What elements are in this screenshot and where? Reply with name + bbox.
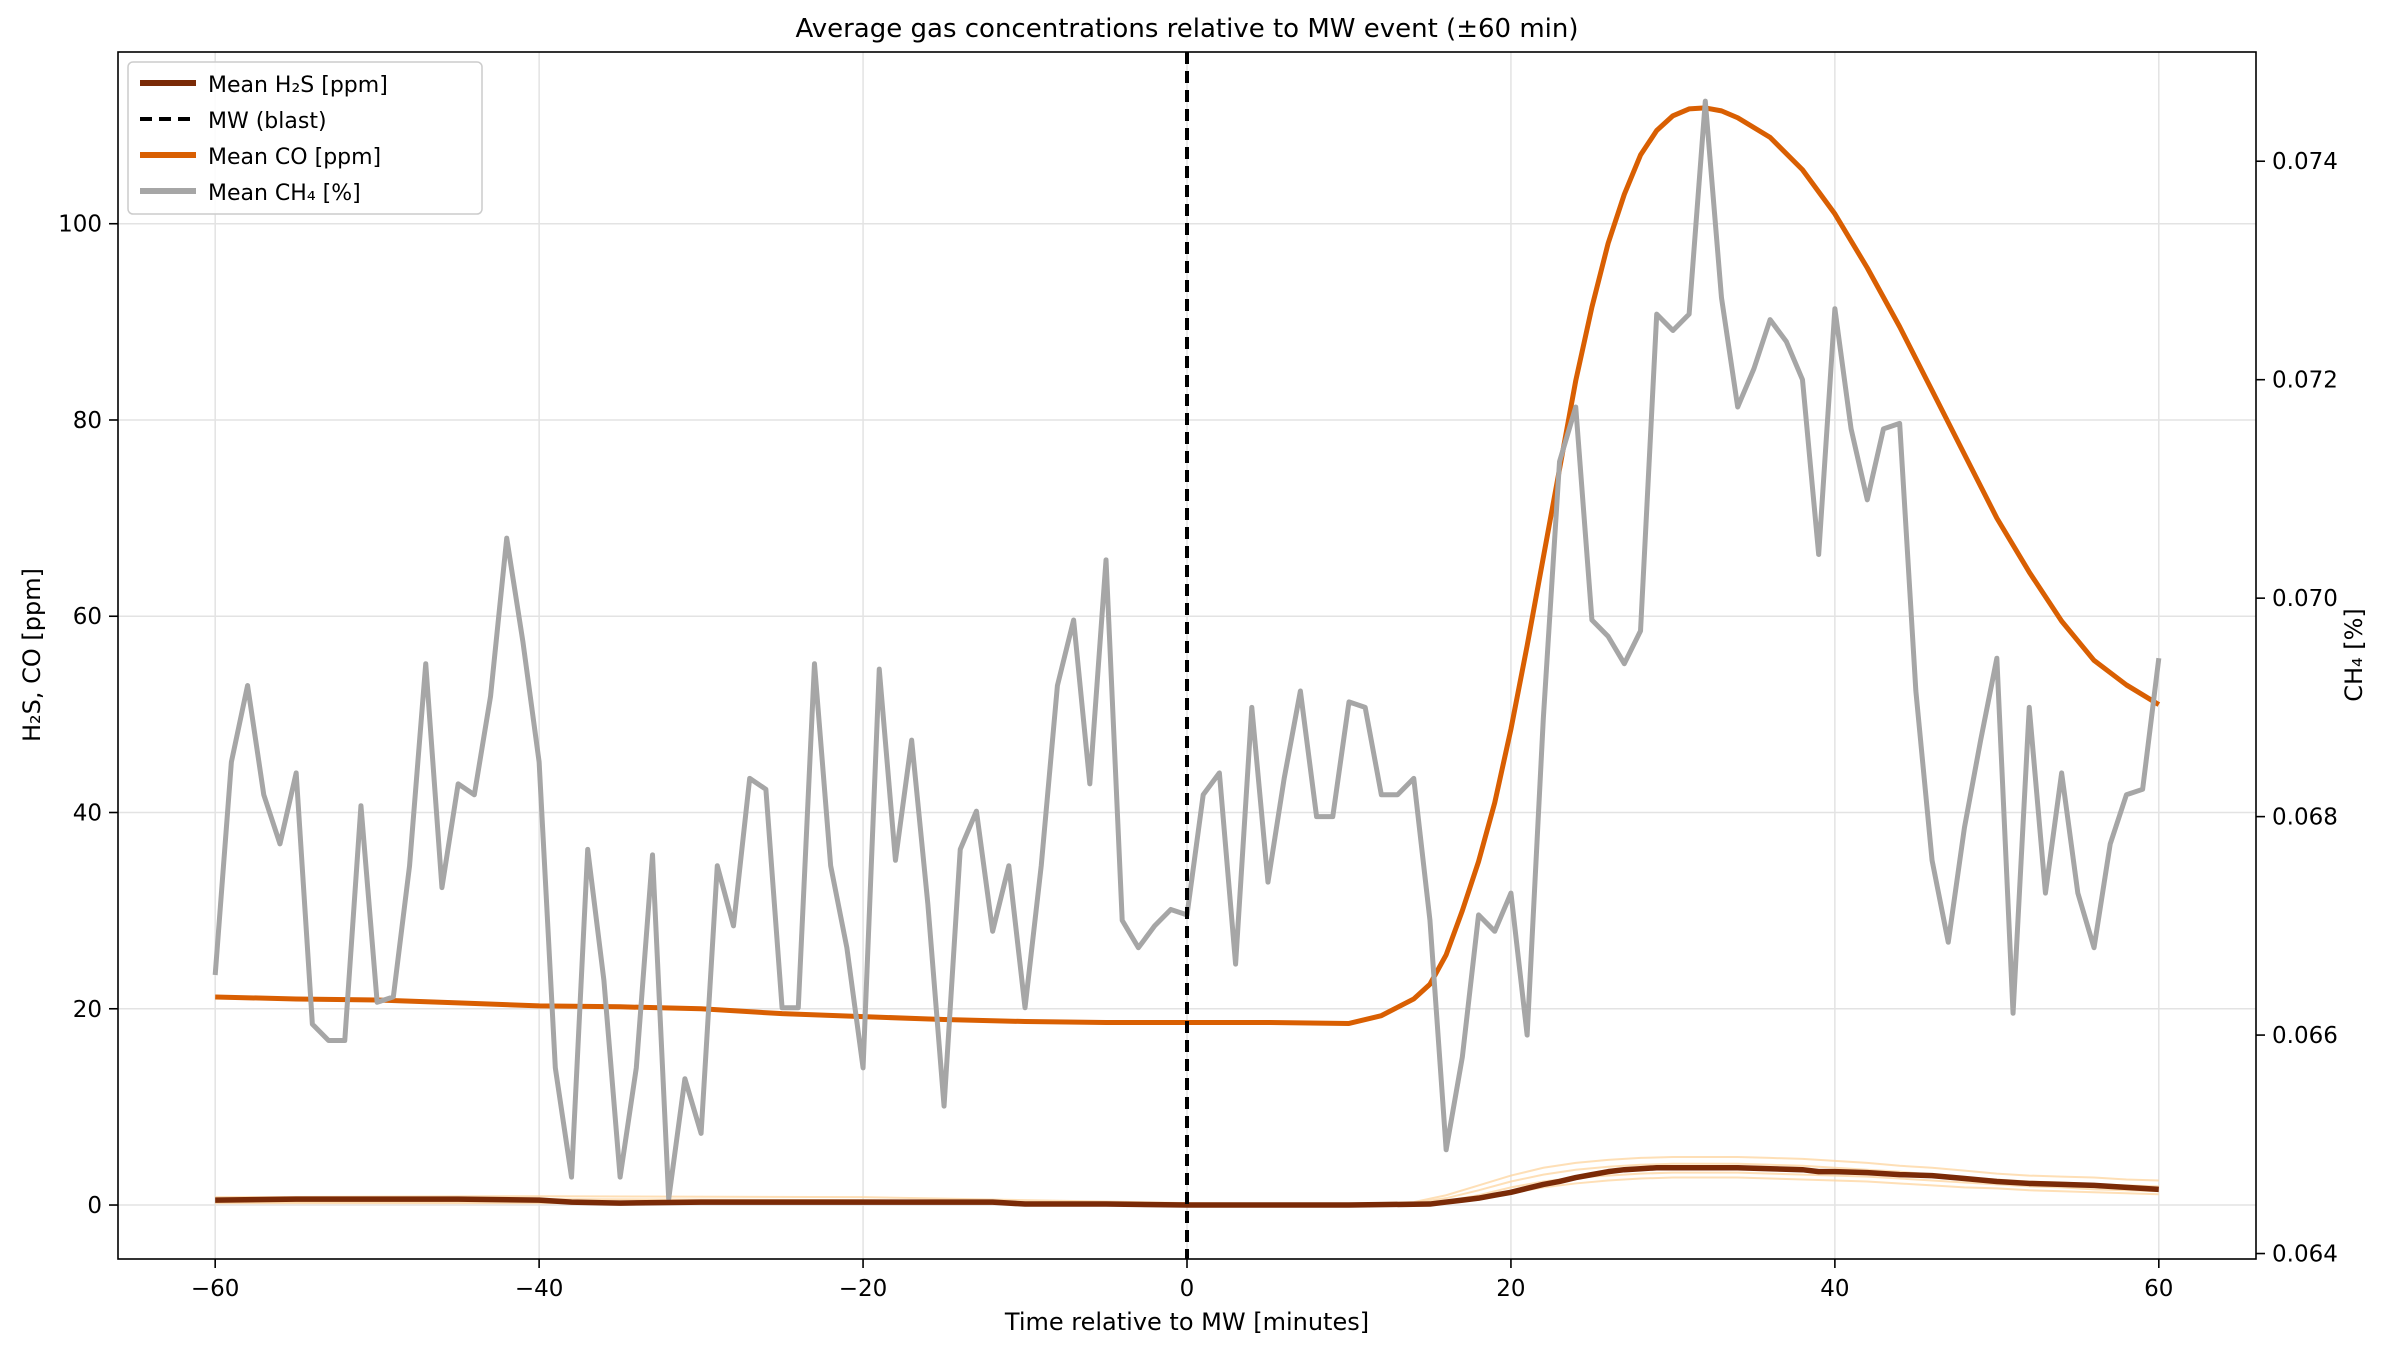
x-tick-label: −60	[191, 1276, 240, 1302]
series-line-h2s	[215, 1164, 2159, 1208]
axis-layer: −60 −40 −20 0 20 40 60 0 20 40 60 80 100 0.064 0.066 0.…	[58, 149, 2338, 1302]
y-tick-label-right: 0.072	[2272, 368, 2338, 394]
y-axis-label-right: CH₄ [%]	[2340, 608, 2368, 702]
x-tick-label: −20	[839, 1276, 888, 1302]
series-layer	[212, 52, 2162, 1259]
y-tick-label-right: 0.068	[2272, 805, 2338, 831]
y-tick-label-left: 20	[73, 997, 102, 1023]
y-tick-label-right: 0.064	[2272, 1242, 2338, 1268]
y-tick-label-left: 100	[58, 212, 102, 238]
y-tick-label-left: 40	[73, 801, 102, 827]
legend-label-h2s: Mean H₂S [ppm]	[208, 73, 388, 98]
legend-label-ch4: Mean CH₄ [%]	[208, 181, 361, 206]
y-tick-label-right: 0.074	[2272, 149, 2338, 175]
y-tick-label-right: 0.070	[2272, 586, 2338, 612]
legend-box	[127, 61, 483, 215]
x-tick-label: 40	[1820, 1276, 1849, 1302]
chart-title: Average gas concentrations relative to M…	[795, 14, 1578, 44]
y-axis-label-left: H₂S, CO [ppm]	[18, 568, 46, 742]
y-tick-label-right: 0.066	[2272, 1023, 2338, 1049]
x-tick-label: 60	[2144, 1276, 2173, 1302]
y-tick-label-left: 60	[73, 604, 102, 630]
legend-label-mw: MW (blast)	[208, 109, 327, 134]
legend: Mean H₂S [ppm] MW (blast) Mean CO [ppm] …	[127, 61, 483, 215]
legend-label-co: Mean CO [ppm]	[208, 145, 381, 170]
x-axis-label: Time relative to MW [minutes]	[1004, 1308, 1369, 1336]
x-tick-label: 20	[1496, 1276, 1525, 1302]
x-tick-label: 0	[1180, 1276, 1195, 1302]
series-line-co	[215, 105, 2161, 1026]
y-tick-label-left: 80	[73, 408, 102, 434]
x-tick-label: −40	[515, 1276, 564, 1302]
y-tick-label-left: 0	[87, 1193, 102, 1219]
